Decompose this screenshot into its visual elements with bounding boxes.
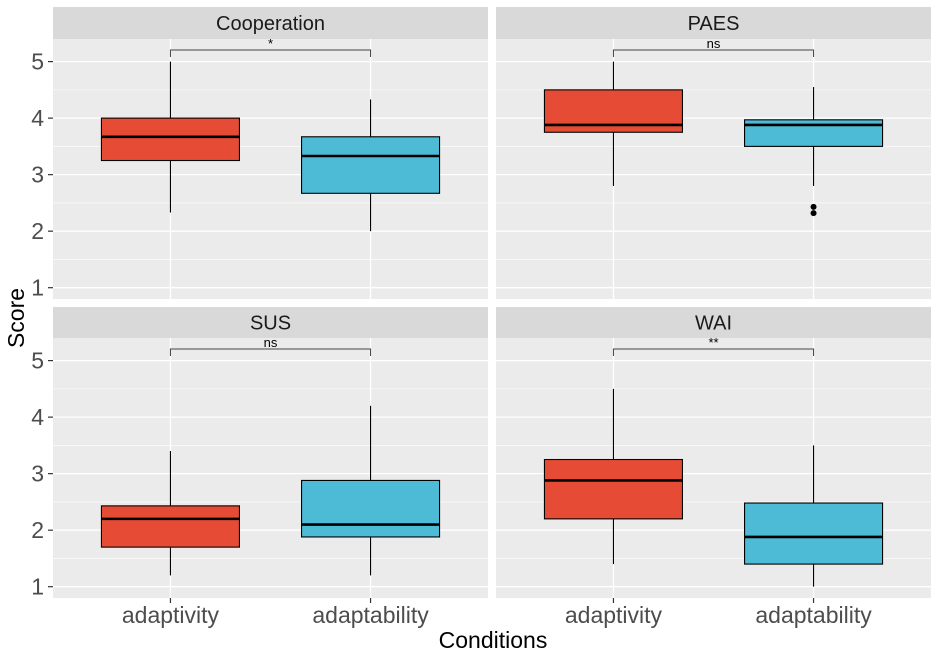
facet-title: PAES — [688, 13, 740, 35]
box-adaptivity — [100, 451, 240, 576]
y-tick-label: 1 — [31, 574, 44, 600]
significance-bracket — [612, 49, 815, 57]
facet-title: WAI — [695, 313, 732, 335]
box-iqr — [543, 458, 684, 520]
y-tick-label: 2 — [31, 517, 44, 543]
box-iqr — [300, 136, 441, 194]
significance-bracket — [169, 348, 372, 356]
x-axis-title: Conditions — [439, 627, 548, 653]
significance-bracket — [612, 348, 815, 356]
box-iqr — [100, 505, 240, 548]
box-adaptability — [743, 445, 884, 587]
facet-strip — [496, 7, 931, 39]
y-tick-label: 3 — [31, 461, 44, 487]
y-axis-title: Score — [3, 288, 29, 348]
facet-title: SUS — [250, 313, 291, 335]
x-tick-label: adaptability — [755, 602, 872, 628]
panel-wai: WAI** — [496, 307, 931, 598]
significance-label: ns — [707, 36, 721, 51]
significance-bracket — [169, 49, 372, 57]
box-adaptivity — [543, 61, 684, 186]
significance-label: ns — [264, 335, 278, 350]
x-tick-label: adaptability — [312, 602, 429, 628]
y-tick-label: 3 — [31, 162, 44, 188]
x-tick-label: adaptivity — [565, 602, 663, 628]
box-adaptivity — [100, 61, 240, 213]
facet-strip — [496, 307, 931, 338]
box-adaptivity — [543, 388, 684, 565]
significance-label: ** — [708, 335, 718, 350]
y-tick-label: 4 — [31, 404, 44, 430]
facet-title: Cooperation — [216, 13, 325, 35]
y-tick-label: 1 — [31, 275, 44, 301]
box-iqr — [743, 502, 884, 565]
y-tick-label: 2 — [31, 218, 44, 244]
y-tick-label: 4 — [31, 105, 44, 131]
panel-cooperation: Cooperation* — [53, 7, 488, 299]
box-adaptability — [743, 87, 884, 217]
y-tick-label: 5 — [31, 49, 44, 75]
panel-background — [496, 39, 931, 299]
box-adaptability — [300, 405, 441, 576]
outlier-point — [810, 203, 817, 210]
x-tick-label: adaptivity — [122, 602, 220, 628]
significance-label: * — [268, 36, 273, 51]
facet-strip — [53, 7, 488, 39]
box-adaptability — [300, 99, 441, 232]
box-iqr — [100, 117, 240, 162]
facet-strip — [53, 307, 488, 338]
y-tick-label: 5 — [31, 348, 44, 374]
outlier-point — [810, 210, 817, 217]
panel-background — [53, 338, 488, 598]
box-iqr — [300, 479, 441, 538]
